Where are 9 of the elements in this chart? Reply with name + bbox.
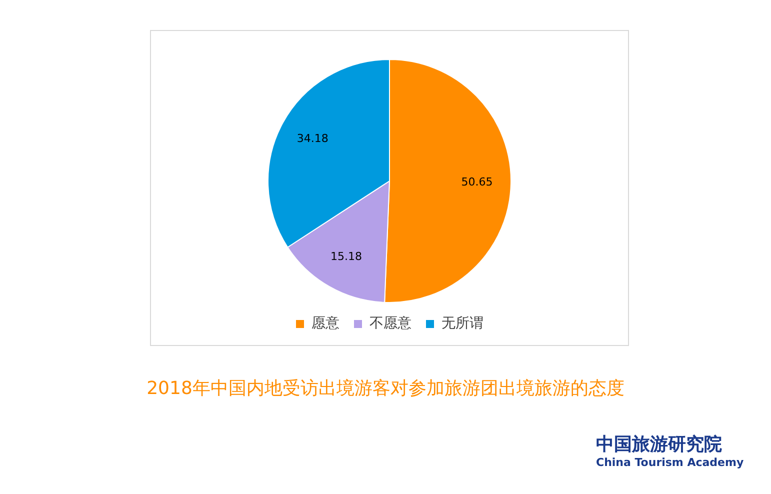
legend-label: 不愿意 <box>370 316 412 332</box>
text: 中国旅游研究院 <box>596 433 723 456</box>
legend-label: 愿意 <box>312 316 340 332</box>
text: 2018年中国内地受访出境游客对参加旅游团出境旅游的态度 <box>146 377 626 400</box>
data-label: 15.18 <box>330 250 362 263</box>
legend-label: 无所谓 <box>442 316 484 332</box>
data-label: 34.18 <box>296 132 328 146</box>
data-label: 50.65 <box>461 176 493 189</box>
text: China Tourism Academy <box>596 456 744 469</box>
